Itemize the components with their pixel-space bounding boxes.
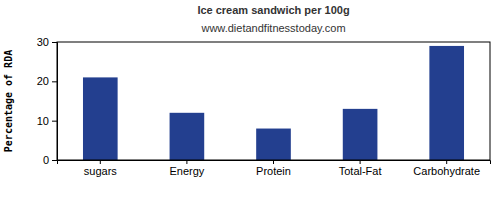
x-tick-mark: [273, 160, 274, 164]
bar: [83, 77, 118, 160]
bar: [170, 113, 205, 160]
x-tick-label: Carbohydrate: [413, 165, 480, 177]
y-tick-label: 10: [37, 115, 49, 127]
bar: [343, 109, 378, 160]
y-tick-mark: [52, 121, 57, 122]
x-tick-mark: [100, 160, 101, 164]
y-axis-title: Percentage of RDA: [3, 50, 14, 152]
y-tick-label: 20: [37, 75, 49, 87]
x-axis: sugars Energy Protein Total-Fat Carbohydrate: [58, 160, 491, 177]
y-tick-mark: [52, 42, 57, 43]
x-tick: Total-Fat: [339, 160, 382, 177]
subtitle: www.dietandfitnesstoday.com: [200, 22, 345, 34]
x-axis-line: [58, 161, 491, 165]
x-tick: sugars: [84, 160, 118, 177]
y-tick: 0: [43, 154, 57, 166]
bar: [429, 46, 464, 160]
x-tick-mark: [360, 160, 361, 164]
x-tick-label: Total-Fat: [339, 165, 382, 177]
x-tick: Energy: [169, 160, 204, 177]
y-axis-line: [52, 43, 58, 161]
chart: Ice cream sandwich per 100g www.dietandfi…: [0, 0, 500, 200]
plot: 0 10 20 30 sugars Energy Protein Total-Fat Carbo…: [37, 36, 491, 177]
y-tick-mark: [52, 160, 57, 161]
x-tick-label: Protein: [256, 165, 291, 177]
title: Ice cream sandwich per 100g: [197, 4, 349, 16]
bar: [256, 129, 291, 160]
x-tick: Protein: [256, 160, 291, 177]
y-tick: 10: [37, 115, 57, 127]
x-tick-mark: [186, 160, 187, 164]
x-tick-mark: [446, 160, 447, 164]
x-tick-label: Energy: [169, 165, 204, 177]
y-tick: 20: [37, 75, 57, 87]
bars: [83, 46, 464, 160]
y-axis: 0 10 20 30: [37, 36, 58, 166]
y-tick-label: 30: [37, 36, 49, 48]
frame: [57, 42, 490, 160]
x-tick-label: sugars: [84, 165, 118, 177]
y-tick-label: 0: [43, 154, 49, 166]
y-tick: 30: [37, 36, 57, 48]
y-tick-mark: [52, 81, 57, 82]
x-tick: Carbohydrate: [413, 160, 480, 177]
